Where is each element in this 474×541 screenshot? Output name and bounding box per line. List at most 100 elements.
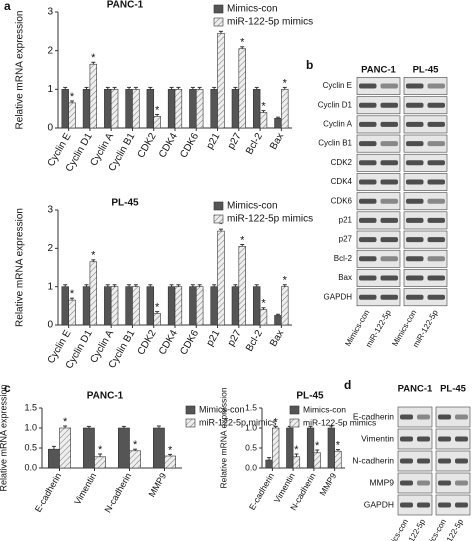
- x-tick-label: N-cadherin: [103, 471, 134, 514]
- legend-label: miR-122-5p mimics: [199, 417, 277, 427]
- blot-box: [435, 428, 471, 450]
- blot-column-header: PL-45: [440, 384, 467, 395]
- bar: [82, 286, 91, 326]
- blot-band: [406, 198, 424, 204]
- significance-mark: *: [283, 275, 288, 287]
- blot-box: [356, 77, 401, 95]
- blot-row-label: Cyclin D1: [318, 100, 353, 109]
- bar: [153, 427, 165, 469]
- chart-title: PL-45: [296, 391, 324, 402]
- blot-band: [455, 436, 468, 442]
- blot-band: [359, 102, 377, 108]
- blot-band: [380, 217, 398, 223]
- blot-band: [406, 256, 424, 262]
- blot-box: [403, 96, 448, 115]
- blot-band: [427, 121, 445, 127]
- significance-mark: *: [155, 301, 160, 313]
- x-tick-label: CDK2: [136, 328, 159, 357]
- y-tick-label: 3: [47, 7, 53, 18]
- blot-band: [406, 294, 424, 300]
- y-axis-label: Relative mRNA expression: [15, 208, 26, 327]
- blot-band: [380, 256, 398, 262]
- blot-box: [403, 173, 448, 191]
- blot-band: [406, 217, 424, 223]
- bar: [83, 427, 95, 469]
- bar: [61, 286, 69, 326]
- blot-box: [356, 173, 401, 191]
- blot-row-label: Vimentin: [361, 433, 394, 443]
- bar: [132, 89, 140, 129]
- x-tick-label: Bax: [268, 328, 286, 348]
- x-tick-label: p27: [226, 131, 244, 151]
- legend-swatch: [213, 201, 224, 211]
- y-tick-label: 0.5: [245, 442, 257, 452]
- blot-band: [455, 480, 468, 486]
- blot-band: [417, 480, 430, 486]
- bar: [59, 427, 71, 469]
- x-tick-label: Vimentin: [72, 471, 98, 506]
- significance-mark: *: [91, 52, 96, 64]
- blot-band: [406, 83, 424, 89]
- blot-band: [427, 237, 445, 243]
- blot-row-label: Cyclin B1: [318, 139, 352, 148]
- bar: [125, 89, 133, 129]
- bar: [281, 89, 289, 129]
- blot-box: [356, 211, 401, 230]
- blot-band: [455, 414, 468, 420]
- legend-label: Mimics-con: [227, 201, 278, 212]
- blot-band: [380, 83, 398, 89]
- bar: [104, 89, 112, 129]
- legend-label: Mimics-con: [199, 404, 245, 414]
- bar: [217, 32, 225, 129]
- x-tick-label: Bcl-2: [244, 328, 265, 354]
- x-tick-label: CDK6: [178, 328, 201, 357]
- blot-band: [406, 179, 424, 185]
- bar: [259, 112, 268, 129]
- significance-mark: *: [336, 440, 341, 452]
- legend-label: miR-122-5p mimics: [227, 214, 313, 225]
- blot-box: [435, 450, 471, 472]
- legend-label: miR-122-5p mimics: [303, 417, 376, 427]
- blot-column-header: PL-45: [413, 65, 440, 76]
- blot-band: [400, 436, 413, 442]
- blot-band: [359, 198, 377, 204]
- blot-band: [380, 275, 398, 281]
- blot-band: [438, 502, 451, 508]
- x-tick-label: Bax: [268, 131, 286, 151]
- bar: [313, 452, 321, 469]
- legend-swatch: [185, 405, 196, 415]
- legend-swatch: [185, 418, 196, 428]
- blot-box: [403, 153, 448, 172]
- bar: [231, 286, 240, 326]
- legend-swatch: [289, 405, 300, 415]
- blot-box: [397, 406, 433, 428]
- blot-row-label: N-cadherin: [352, 455, 394, 465]
- significance-mark: *: [133, 439, 138, 451]
- blot-band: [417, 502, 430, 508]
- panel-label: a: [4, 0, 11, 13]
- blot-band: [406, 275, 424, 281]
- blot-band: [380, 141, 398, 147]
- blot-band: [359, 121, 377, 127]
- significance-mark: *: [168, 444, 173, 456]
- x-tick-label: CDK4: [157, 131, 180, 160]
- legend-swatch: [289, 418, 300, 428]
- blot-band: [380, 179, 398, 185]
- x-tick-label: MMP9: [147, 471, 169, 499]
- blot-band: [359, 217, 377, 223]
- blot-box: [403, 192, 448, 211]
- blot-box: [403, 211, 448, 230]
- blot-box: [403, 269, 448, 287]
- y-tick-label: 3: [47, 205, 53, 216]
- bar: [210, 286, 218, 326]
- significance-mark: *: [274, 416, 279, 428]
- blot-box: [356, 230, 401, 249]
- legend-swatch: [213, 17, 224, 27]
- blot-band: [438, 436, 451, 442]
- blot-band: [427, 102, 445, 108]
- bar: [146, 89, 155, 129]
- x-tick-label: MMP9: [317, 471, 338, 498]
- x-tick-label: CDK4: [157, 328, 180, 357]
- x-tick-label: CDK2: [136, 131, 159, 160]
- blot-row-label: MMP9: [369, 477, 394, 487]
